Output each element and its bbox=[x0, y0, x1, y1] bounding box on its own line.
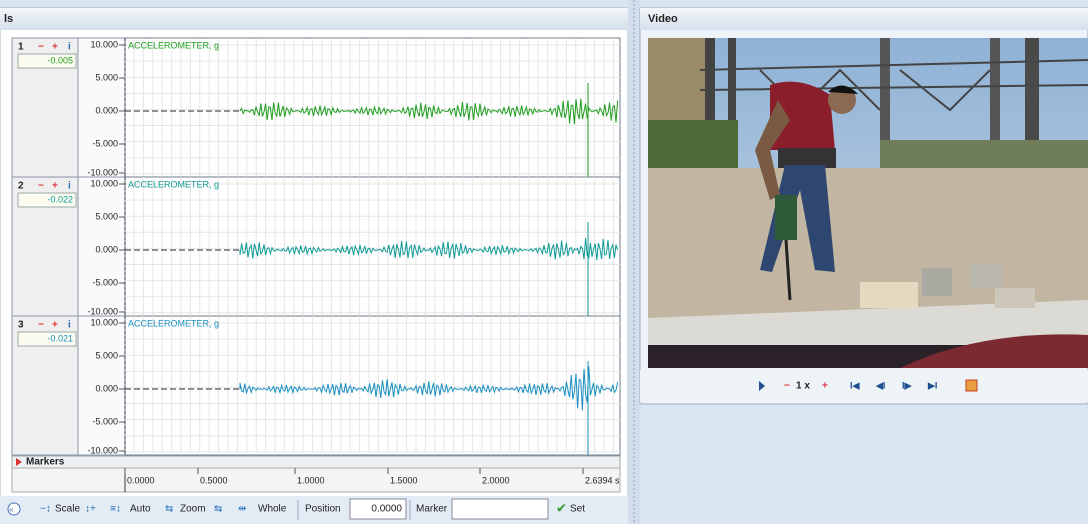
x-axis-area bbox=[11, 467, 621, 493]
marker-label: Marker bbox=[416, 504, 448, 515]
play-button[interactable] bbox=[759, 381, 765, 391]
scale-icon-2: ↕+ bbox=[85, 504, 96, 515]
channel-plot bbox=[124, 176, 621, 317]
channel-value: -0.005 bbox=[47, 55, 73, 65]
channel-plot bbox=[124, 315, 621, 456]
channel-plus: + bbox=[52, 42, 58, 53]
x-tick-label: 2.0000 bbox=[482, 475, 510, 485]
video-header bbox=[640, 8, 1088, 30]
y-tick-label: -10.000 bbox=[87, 306, 118, 316]
auto-button[interactable]: Auto bbox=[130, 504, 151, 515]
signal-trace bbox=[239, 83, 619, 177]
channel-name: ACCELEROMETER, g bbox=[128, 179, 219, 189]
y-tick-label: -10.000 bbox=[87, 445, 118, 455]
zoom-icon: ⇆ bbox=[165, 504, 173, 515]
set-button[interactable]: Set bbox=[570, 504, 585, 515]
y-tick-label: 10.000 bbox=[90, 317, 118, 327]
y-tick-label: 0.000 bbox=[95, 105, 118, 115]
zoom-icon-2: ⇆ bbox=[214, 504, 222, 515]
channel-value: -0.022 bbox=[47, 194, 73, 204]
markers-icon bbox=[16, 458, 22, 466]
channel-name: ACCELEROMETER, g bbox=[128, 40, 219, 50]
y-tick-label: 0.000 bbox=[95, 383, 118, 393]
channel-minus: − bbox=[38, 320, 44, 331]
y-tick-label: 5.000 bbox=[95, 72, 118, 82]
y-tick-label: 0.000 bbox=[95, 244, 118, 254]
channel-value-box bbox=[17, 192, 77, 208]
x-tick-label: 1.0000 bbox=[297, 475, 325, 485]
set-icon: ✔ bbox=[556, 500, 567, 515]
channel-name: ACCELEROMETER, g bbox=[128, 318, 219, 328]
channel-plus: + bbox=[52, 320, 58, 331]
position-input[interactable] bbox=[349, 498, 407, 520]
left-header bbox=[0, 8, 628, 30]
y-tick-label: 10.000 bbox=[90, 39, 118, 49]
x-tick-label: 1.5000 bbox=[390, 475, 418, 485]
speed-label: 1 x bbox=[796, 381, 810, 392]
collapse-button[interactable] bbox=[7, 502, 21, 516]
video-title: Video bbox=[648, 13, 678, 25]
markers-label: Markers bbox=[26, 457, 65, 468]
markers-row bbox=[11, 455, 621, 469]
left-title: ls bbox=[4, 13, 13, 25]
channel-value-box bbox=[17, 331, 77, 347]
channel-minus: − bbox=[38, 42, 44, 53]
first-frame-button[interactable]: I◀ bbox=[850, 380, 861, 390]
channel-info: i bbox=[68, 42, 71, 53]
prev-frame-button[interactable]: ◀I bbox=[875, 380, 885, 390]
faster-button[interactable]: + bbox=[822, 381, 828, 392]
marker-input[interactable] bbox=[451, 498, 549, 520]
channel-plus: + bbox=[52, 181, 58, 192]
auto-icon: ≡↕ bbox=[110, 504, 121, 515]
channel-plot bbox=[124, 37, 621, 178]
y-tick-label: -5.000 bbox=[92, 416, 118, 426]
x-tick-label: 0.5000 bbox=[200, 475, 228, 485]
whole-button[interactable]: Whole bbox=[258, 504, 287, 515]
next-frame-button[interactable]: I▶ bbox=[902, 380, 913, 390]
x-tick-label: 2.6394 s bbox=[585, 475, 620, 485]
channel-number: 3 bbox=[18, 320, 24, 331]
channel-info: i bbox=[68, 181, 71, 192]
channel-info: i bbox=[68, 320, 71, 331]
channel-number: 2 bbox=[18, 181, 24, 192]
channel-axis-area bbox=[77, 176, 126, 317]
y-tick-label: 10.000 bbox=[90, 178, 118, 188]
channel-number: 1 bbox=[18, 42, 24, 53]
y-tick-label: -5.000 bbox=[92, 138, 118, 148]
last-frame-button[interactable]: ▶I bbox=[927, 380, 937, 390]
video-frame bbox=[648, 38, 1088, 368]
scale-icon: −↕ bbox=[40, 504, 51, 515]
zoom-button[interactable]: Zoom bbox=[180, 504, 206, 515]
channel-value: -0.021 bbox=[47, 333, 73, 343]
position-value: 0.0000 bbox=[371, 504, 402, 515]
signal-trace bbox=[239, 361, 619, 455]
scale-button[interactable]: Scale bbox=[55, 504, 80, 515]
slower-button[interactable]: − bbox=[784, 381, 790, 392]
y-tick-label: 5.000 bbox=[95, 350, 118, 360]
y-tick-label: -5.000 bbox=[92, 277, 118, 287]
channel-value-box bbox=[17, 53, 77, 69]
signal-trace bbox=[239, 222, 619, 316]
y-tick-label: 5.000 bbox=[95, 211, 118, 221]
video-controls bbox=[640, 370, 1088, 402]
x-tick-label: 0.0000 bbox=[127, 475, 155, 485]
channel-axis-area bbox=[77, 37, 126, 178]
export-button[interactable] bbox=[965, 379, 978, 392]
collapse-icon: « bbox=[9, 505, 14, 514]
position-label: Position bbox=[305, 504, 341, 515]
channel-minus: − bbox=[38, 181, 44, 192]
whole-icon: ⇹ bbox=[238, 504, 246, 515]
y-tick-label: -10.000 bbox=[87, 167, 118, 177]
